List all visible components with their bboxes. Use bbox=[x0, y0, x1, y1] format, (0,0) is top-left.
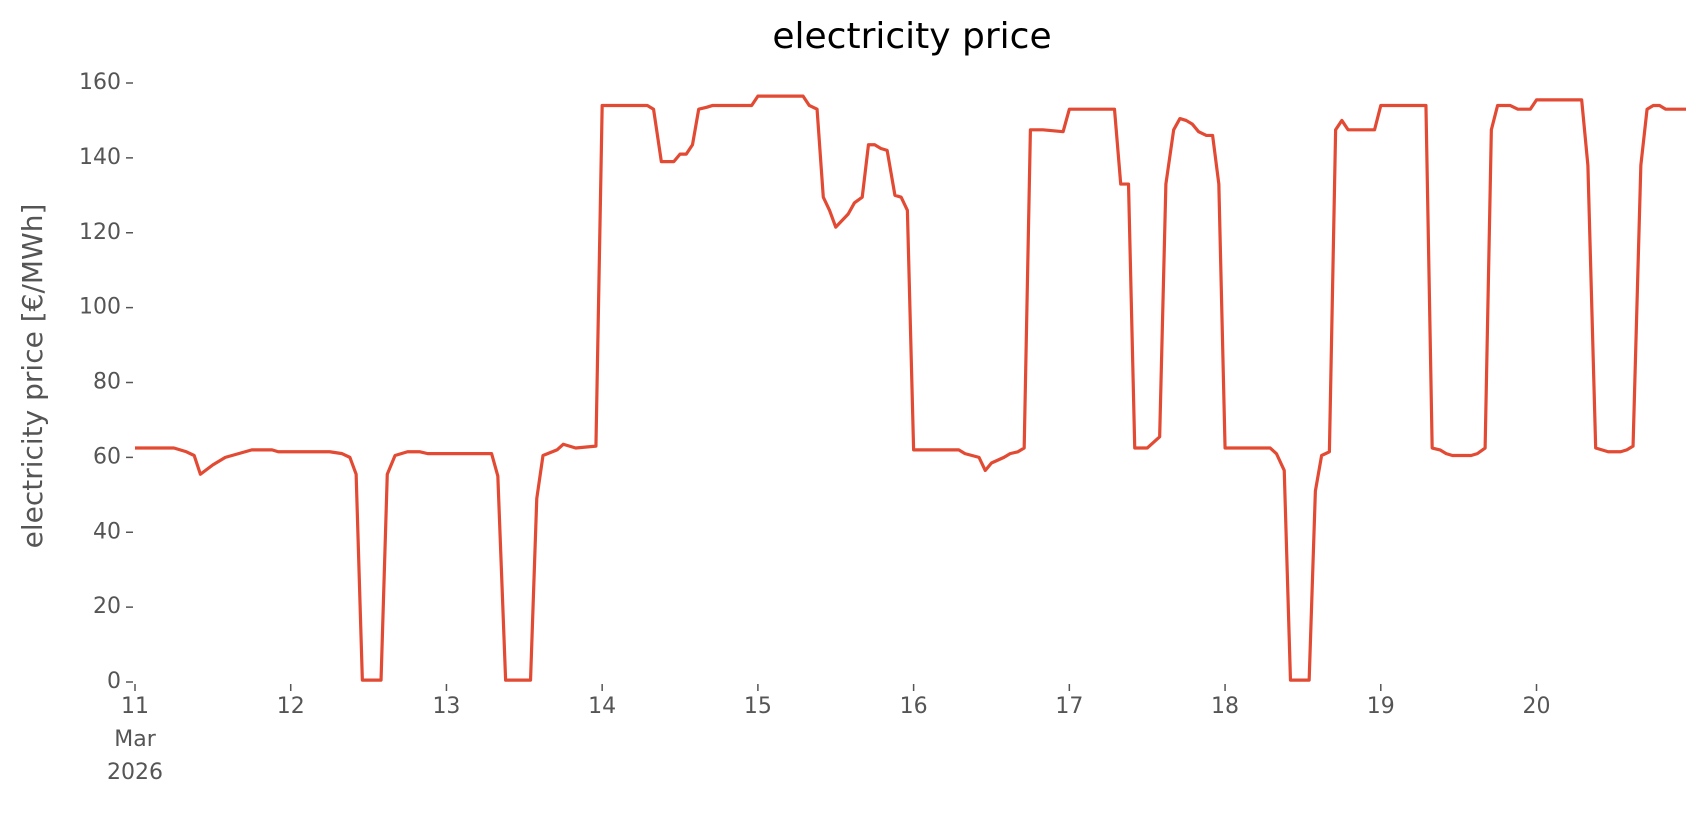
y-tick-label: 0 bbox=[107, 669, 121, 694]
x-tick-label: 19 bbox=[1367, 694, 1395, 719]
y-tick-label: 40 bbox=[93, 519, 121, 544]
x-tick-label: 13 bbox=[432, 694, 460, 719]
x-tick-label: 12 bbox=[277, 694, 305, 719]
x-tick-label: 14 bbox=[588, 694, 616, 719]
y-tick-label: 60 bbox=[93, 444, 121, 469]
y-tick-label: 120 bbox=[79, 220, 121, 245]
x-tick-label: 16 bbox=[900, 694, 928, 719]
y-tick-label: 100 bbox=[79, 295, 121, 320]
y-tick-label: 20 bbox=[93, 594, 121, 619]
x-tick-label: 18 bbox=[1211, 694, 1239, 719]
x-tick-label: 11 Mar 2026 bbox=[107, 694, 163, 785]
y-tick-label: 80 bbox=[93, 370, 121, 395]
price-line bbox=[135, 94, 1686, 682]
x-tick-label: 20 bbox=[1523, 694, 1551, 719]
x-tick-label: 17 bbox=[1055, 694, 1083, 719]
y-tick-label: 160 bbox=[79, 70, 121, 95]
chart-title: electricity price bbox=[772, 16, 1051, 57]
x-tick-label: 15 bbox=[744, 694, 772, 719]
y-tick-label: 140 bbox=[79, 145, 121, 170]
y-axis-label: electricity price [€/MWh] bbox=[16, 204, 49, 549]
